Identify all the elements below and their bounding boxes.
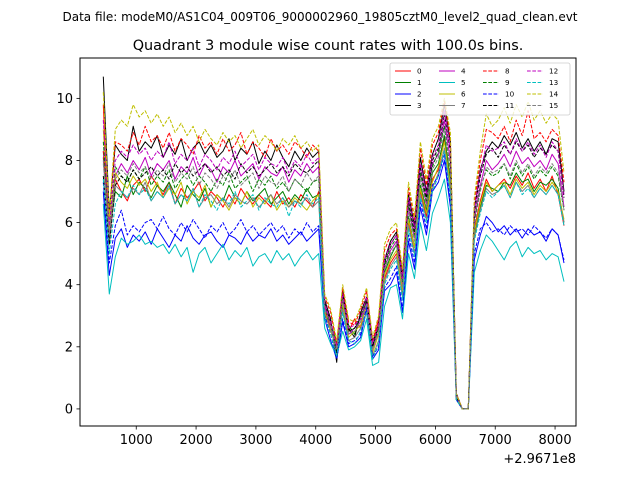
x-axis: 1000 2000 3000 4000 5000 6000 7000 8000 <box>120 426 572 448</box>
legend-label-8: 8 <box>505 67 510 76</box>
legend-label-7: 7 <box>461 101 466 110</box>
legend-label-3: 3 <box>417 101 422 110</box>
legend-label-0: 0 <box>417 67 422 76</box>
x-axis-offset-label: +2.9671e8 <box>503 452 576 467</box>
series-line-15 <box>102 128 565 410</box>
series-line-5 <box>102 178 565 410</box>
x-tick-label: 6000 <box>419 433 452 448</box>
legend-label-1: 1 <box>417 78 422 87</box>
x-tick-label: 8000 <box>539 433 572 448</box>
x-tick-label: 4000 <box>299 433 332 448</box>
figure-suptitle: Data file: modeM0/AS1C04_009T06_90000029… <box>62 10 577 24</box>
y-tick-label: 2 <box>65 340 73 355</box>
legend-label-9: 9 <box>505 78 510 87</box>
legend-label-4: 4 <box>461 67 466 76</box>
y-tick-label: 8 <box>65 154 73 169</box>
y-tick-label: 0 <box>65 402 73 417</box>
y-tick-label: 4 <box>65 278 73 293</box>
legend-label-11: 11 <box>505 101 514 110</box>
legend-box <box>389 62 571 116</box>
legend-label-5: 5 <box>461 78 466 87</box>
series-lines <box>102 76 565 410</box>
chart-title: Quadrant 3 module wise count rates with … <box>133 38 524 54</box>
series-line-13 <box>102 150 565 410</box>
series-line-14 <box>102 92 565 410</box>
x-tick-label: 7000 <box>479 433 512 448</box>
x-tick-label: 1000 <box>120 433 153 448</box>
series-line-8 <box>102 101 565 410</box>
series-line-9 <box>102 125 565 410</box>
x-tick-label: 3000 <box>239 433 272 448</box>
axes-background <box>80 58 576 426</box>
x-tick-label: 5000 <box>359 433 392 448</box>
legend-label-15: 15 <box>549 101 558 110</box>
y-axis: 0 2 4 6 8 10 <box>56 92 80 417</box>
y-tick-label: 6 <box>65 216 73 231</box>
legend-label-14: 14 <box>549 90 559 99</box>
legend-label-13: 13 <box>549 78 558 87</box>
legend-label-12: 12 <box>549 67 558 76</box>
plot-area: 1000 2000 3000 4000 5000 6000 7000 8000 0246810… <box>56 57 577 467</box>
legend-label-2: 2 <box>417 90 422 99</box>
series-line-12 <box>102 110 565 410</box>
legend-label-10: 10 <box>505 90 515 99</box>
y-tick-label: 10 <box>56 92 73 107</box>
legend-label-6: 6 <box>461 90 466 99</box>
x-tick-label: 2000 <box>180 433 213 448</box>
axes-frame <box>79 57 577 427</box>
